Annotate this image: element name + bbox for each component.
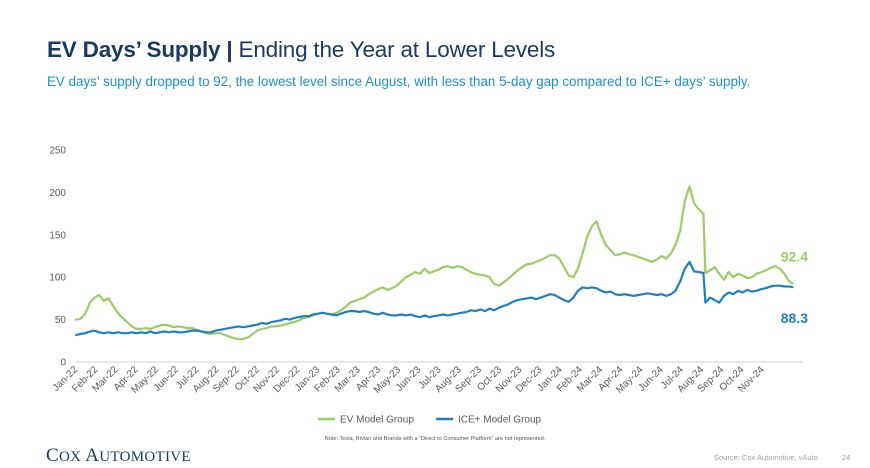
end-labels: 92.4 88.3 [781, 249, 808, 326]
legend-label: ICE+ Model Group [458, 415, 542, 426]
y-tick-label: 150 [49, 230, 66, 241]
page-title: EV Days’ Supply | Ending the Year at Low… [47, 37, 555, 63]
series-lines [74, 185, 794, 341]
logo-letter-a: A [81, 445, 100, 466]
page-number: 24 [842, 453, 851, 462]
legend: EV Model Group ICE+ Model Group [318, 415, 542, 426]
y-tick-label: 250 [49, 146, 66, 157]
y-tick-label: 0 [60, 358, 66, 369]
legend-label: EV Model Group [340, 415, 414, 426]
logo-letters-utomotive: UTOMOTIVE [99, 449, 191, 465]
logo-letter-c: C [46, 445, 59, 466]
end-value-label: 92.4 [781, 249, 808, 265]
y-axis-ticks: 0 50 100 150 200 250 [49, 146, 66, 369]
cox-automotive-logo: COX AUTOMOTIVE [46, 445, 191, 467]
y-tick-label: 200 [49, 188, 66, 199]
page-subtitle: EV days’ supply dropped to 92, the lowes… [47, 74, 751, 89]
title-rest: Ending the Year at Lower Levels [232, 37, 556, 62]
end-value-label: 88.3 [781, 310, 808, 326]
footnote: Note: Tesla, Rivian and Brands with a “D… [324, 436, 546, 442]
title-bold: EV Days’ Supply | [47, 37, 233, 62]
series-line-ice [74, 260, 794, 336]
logo-letters-ox: OX [58, 449, 82, 465]
x-axis-ticks: Jan-22Feb-22Mar-22Apr-22May-22Jun-22Jul-… [51, 364, 767, 396]
y-tick-label: 50 [55, 315, 67, 326]
source-note: Source: Cox Automotive, vAuto [714, 453, 818, 462]
y-tick-label: 100 [49, 273, 66, 284]
